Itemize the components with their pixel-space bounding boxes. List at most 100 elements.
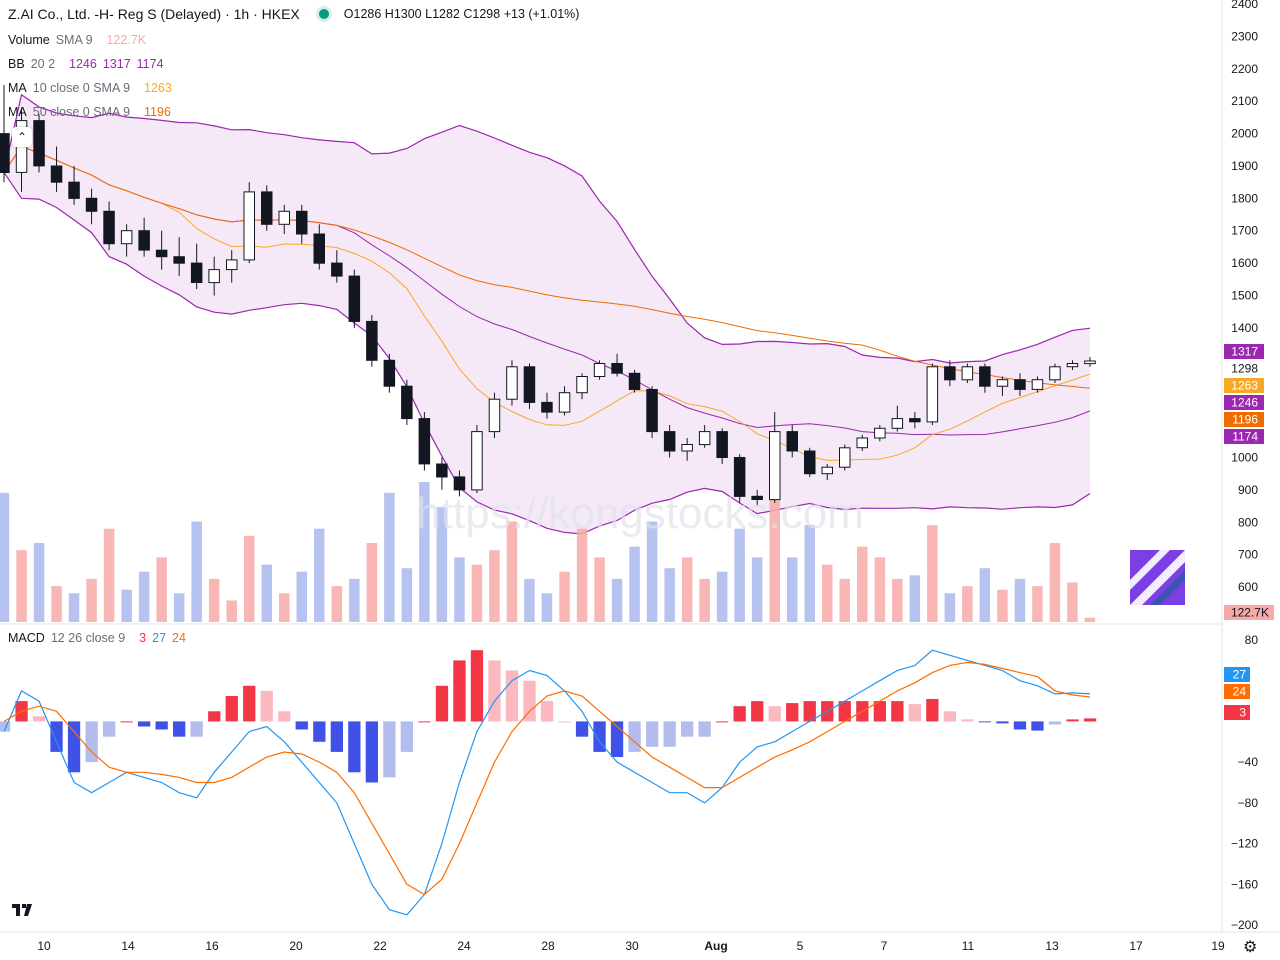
volume-bar [121,589,132,622]
volume-bar [874,557,886,622]
volume-value-label: 122.7K [1231,606,1269,620]
volume-bar [559,571,570,622]
candle-body [698,431,711,446]
macd-histogram-bar [610,721,624,757]
bollinger-bands [3,93,1091,535]
volume-bar [436,507,448,622]
ma10-line [3,145,1091,461]
macd-value-label: 3 [1239,706,1246,720]
macd-histogram-bar [943,711,956,722]
volume-bar [979,568,991,622]
macd-histogram-bar [681,721,694,737]
macd-tick-label: −80 [1238,796,1259,810]
symbol-header[interactable]: Z.AI Co., Ltd. -H- Reg S (Delayed) · 1h … [8,6,579,22]
candle-body [523,366,536,403]
volume-bar [664,568,675,622]
ma50-legend[interactable]: MA 50 close 0 SMA 9 1196 [8,105,171,119]
price-value-label-bg [1224,412,1264,427]
time-tick-label: 19 [1211,939,1225,953]
candle-body [1084,360,1096,365]
price-tick-label: 2100 [1231,94,1258,108]
time-tick-label: Aug [704,939,727,953]
candle-body [155,249,168,258]
macd-histogram-bar [85,721,98,763]
candle-body [383,359,396,387]
candle-body [611,363,623,374]
macd-tick-label: −120 [1231,837,1258,851]
price-tick-label: 1700 [1231,224,1258,238]
macd-histogram-bar [575,721,589,737]
candle-body [961,366,974,381]
macd-histogram-bar [891,701,904,722]
candle-body [1066,363,1079,368]
bb-lower-line [3,172,1091,535]
ma10-legend[interactable]: MA 10 close 0 SMA 9 1263 [8,81,172,95]
price-value-label-bg [1224,344,1264,359]
volume-bar [349,578,360,622]
macd-histogram-bar [873,701,886,722]
macd-histogram-bar [225,696,238,722]
time-axis[interactable]: 10 14 16 20 22 24 28 30 Aug 5 7 11 13 17 19 [37,939,1225,953]
volume-legend[interactable]: Volume SMA 9 122.7K [8,33,147,47]
candle-body [856,437,868,449]
macd-tick-label: −160 [1231,877,1258,891]
price-tick-label: 2200 [1231,62,1258,76]
candle-body [33,120,45,167]
macd-histogram-bar [558,721,571,723]
macd-histogram-bar [400,721,413,752]
volume-bar [699,578,710,622]
candle-body [120,230,133,245]
volume-bar [68,593,80,622]
kongstocks-logo-icon [1130,550,1185,605]
candle-body [226,259,238,271]
time-tick-label: 5 [797,939,804,953]
price-value-label-bg [1224,429,1264,444]
macd-histogram-bar [50,721,63,752]
volume-bar [646,521,658,622]
volume-bar [734,528,745,622]
price-value-label-bg [1224,378,1264,393]
price-tick-label: 1900 [1231,159,1258,173]
price-axis[interactable]: 2400 2300 2200 2100 2000 1900 1800 1700 1600 1500… [1224,0,1274,620]
time-tick-label: 30 [625,939,639,953]
candle-body [1049,366,1061,381]
chevron-up-icon: ⌃ [16,130,28,144]
time-tick-label: 17 [1129,939,1143,953]
macd-histogram-bar [138,721,151,727]
macd-histogram-bar [418,721,431,723]
gear-icon[interactable]: ⚙ [1243,939,1258,956]
macd-histogram-bar [208,711,221,722]
macd-histogram-bar [383,721,396,778]
macd-histogram-bar [313,721,326,742]
symbol-title[interactable]: Z.AI Co., Ltd. -H- Reg S (Delayed) · 1h … [8,6,300,22]
bb-legend[interactable]: BB 20 2 1246 1317 1174 [8,57,164,71]
macd-value-label-bg [1224,684,1250,699]
volume-bar [839,578,850,622]
candle-body [681,444,693,452]
candle-body [1014,379,1026,390]
volume-bar [751,557,763,622]
volume-bar [33,543,45,622]
candle-body [0,133,10,174]
price-tick-label: 700 [1238,548,1258,562]
tradingview-logo-icon[interactable] [10,900,38,920]
macd-histogram-bar [32,716,46,722]
macd-histogram-bar [67,721,81,773]
candle-body [576,376,588,394]
volume-bar [822,564,833,622]
candle-body [261,191,273,225]
macd-axis[interactable]: 80 −40 −80 −120 −160 −200 27 24 3 [1224,633,1258,932]
price-value-label: 1298 [1231,362,1258,376]
volume-bar [927,525,938,622]
price-tick-label: 2000 [1231,127,1258,141]
volume-bar [208,578,220,622]
macd-histogram-bar [243,685,256,722]
macd-histogram-bar [1013,721,1027,730]
macd-legend[interactable]: MACD 12 26 close 9 3 27 24 [8,631,186,645]
macd-histogram-bar [348,721,361,773]
candle-body [348,275,361,322]
volume-bar [138,571,150,622]
collapse-legend-button[interactable]: ⌃ [12,127,32,147]
time-tick-label: 20 [289,939,303,953]
